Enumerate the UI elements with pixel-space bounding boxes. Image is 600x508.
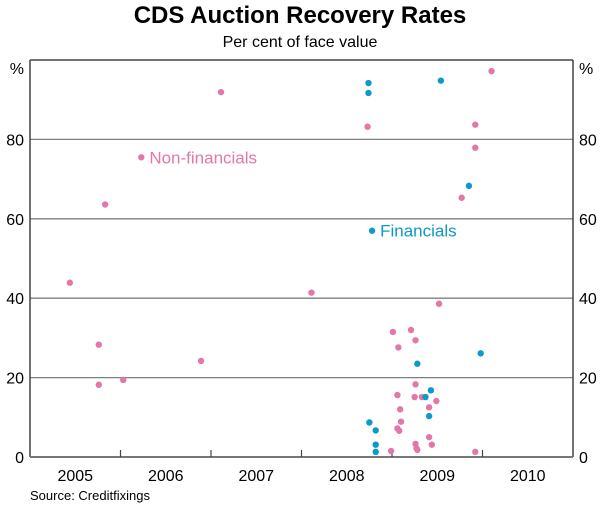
non-financials-point	[425, 433, 433, 441]
y-axis-unit-right: %	[579, 61, 593, 78]
non-financials-point	[197, 357, 205, 365]
non-financials-point	[425, 404, 433, 411]
non-financials-point	[395, 344, 402, 351]
non-financials-point	[412, 337, 419, 344]
non-financials-point	[407, 326, 415, 334]
financials-point	[365, 79, 372, 87]
non-financials-point	[414, 446, 421, 454]
financials-point	[422, 393, 429, 401]
financials-point	[372, 448, 379, 456]
financials-point	[427, 387, 435, 394]
non-financials-point	[389, 328, 397, 336]
non-financials-point	[472, 144, 479, 151]
y-tick-label-right: 60	[579, 212, 597, 229]
x-tick-label: 2007	[238, 468, 274, 485]
y-axis-unit-left: %	[10, 61, 24, 78]
financials-point	[414, 360, 421, 367]
non-financials-point	[95, 341, 102, 348]
y-tick-label-right: 0	[579, 450, 588, 467]
non-financials-point	[397, 418, 405, 425]
non-financials-point	[138, 154, 145, 161]
non-financials-point	[394, 391, 401, 399]
financials-point	[465, 182, 473, 190]
chart-title: CDS Auction Recovery Rates	[133, 2, 467, 29]
financials-point	[372, 427, 379, 434]
y-tick-label-right: 80	[579, 132, 597, 149]
non-financials-point	[458, 194, 465, 201]
financials-point	[372, 441, 379, 448]
non-financials-point	[396, 406, 404, 413]
x-tick-label: 2009	[419, 468, 455, 485]
non-financials-point	[428, 441, 436, 448]
non-financials-point	[66, 279, 74, 286]
non-financials-point	[488, 67, 495, 75]
y-tick-label-left: 80	[6, 132, 24, 149]
y-tick-label-right: 20	[579, 371, 597, 388]
non-financials-point	[412, 381, 419, 388]
non-financials-point	[387, 447, 395, 455]
non-financials-point	[472, 448, 479, 456]
x-tick-label: 2008	[329, 468, 365, 485]
non-financials-point	[101, 201, 109, 208]
series-label-financials: Financials	[380, 222, 457, 241]
non-financials-point	[396, 427, 403, 434]
y-tick-label-right: 40	[579, 291, 597, 308]
series-label-non-financials: Non-financials	[149, 148, 257, 167]
x-tick-label: 2010	[510, 468, 546, 485]
y-tick-label-left: 0	[15, 450, 24, 467]
y-tick-label-left: 20	[6, 371, 24, 388]
chart-subtitle: Per cent of face value	[222, 34, 378, 51]
non-financials-point	[217, 88, 225, 96]
non-financials-point	[308, 289, 315, 296]
financials-point	[425, 412, 433, 420]
non-financials-point	[472, 121, 479, 128]
financials-point	[477, 350, 484, 357]
financials-point	[437, 77, 445, 84]
y-tick-label-left: 60	[6, 212, 24, 229]
non-financials-point	[95, 381, 102, 388]
financials-point	[365, 89, 372, 97]
y-tick-label-left: 40	[6, 291, 24, 308]
non-financials-point	[364, 123, 371, 130]
financials-point	[368, 227, 376, 234]
x-tick-label: 2005	[57, 468, 93, 485]
source-note: Source: Creditfixings	[30, 488, 150, 503]
x-tick-label: 2006	[148, 468, 184, 485]
non-financials-point	[411, 393, 418, 401]
non-financials-point	[120, 376, 127, 384]
financials-point	[366, 419, 373, 426]
non-financials-point	[433, 397, 440, 405]
non-financials-point	[435, 300, 443, 307]
